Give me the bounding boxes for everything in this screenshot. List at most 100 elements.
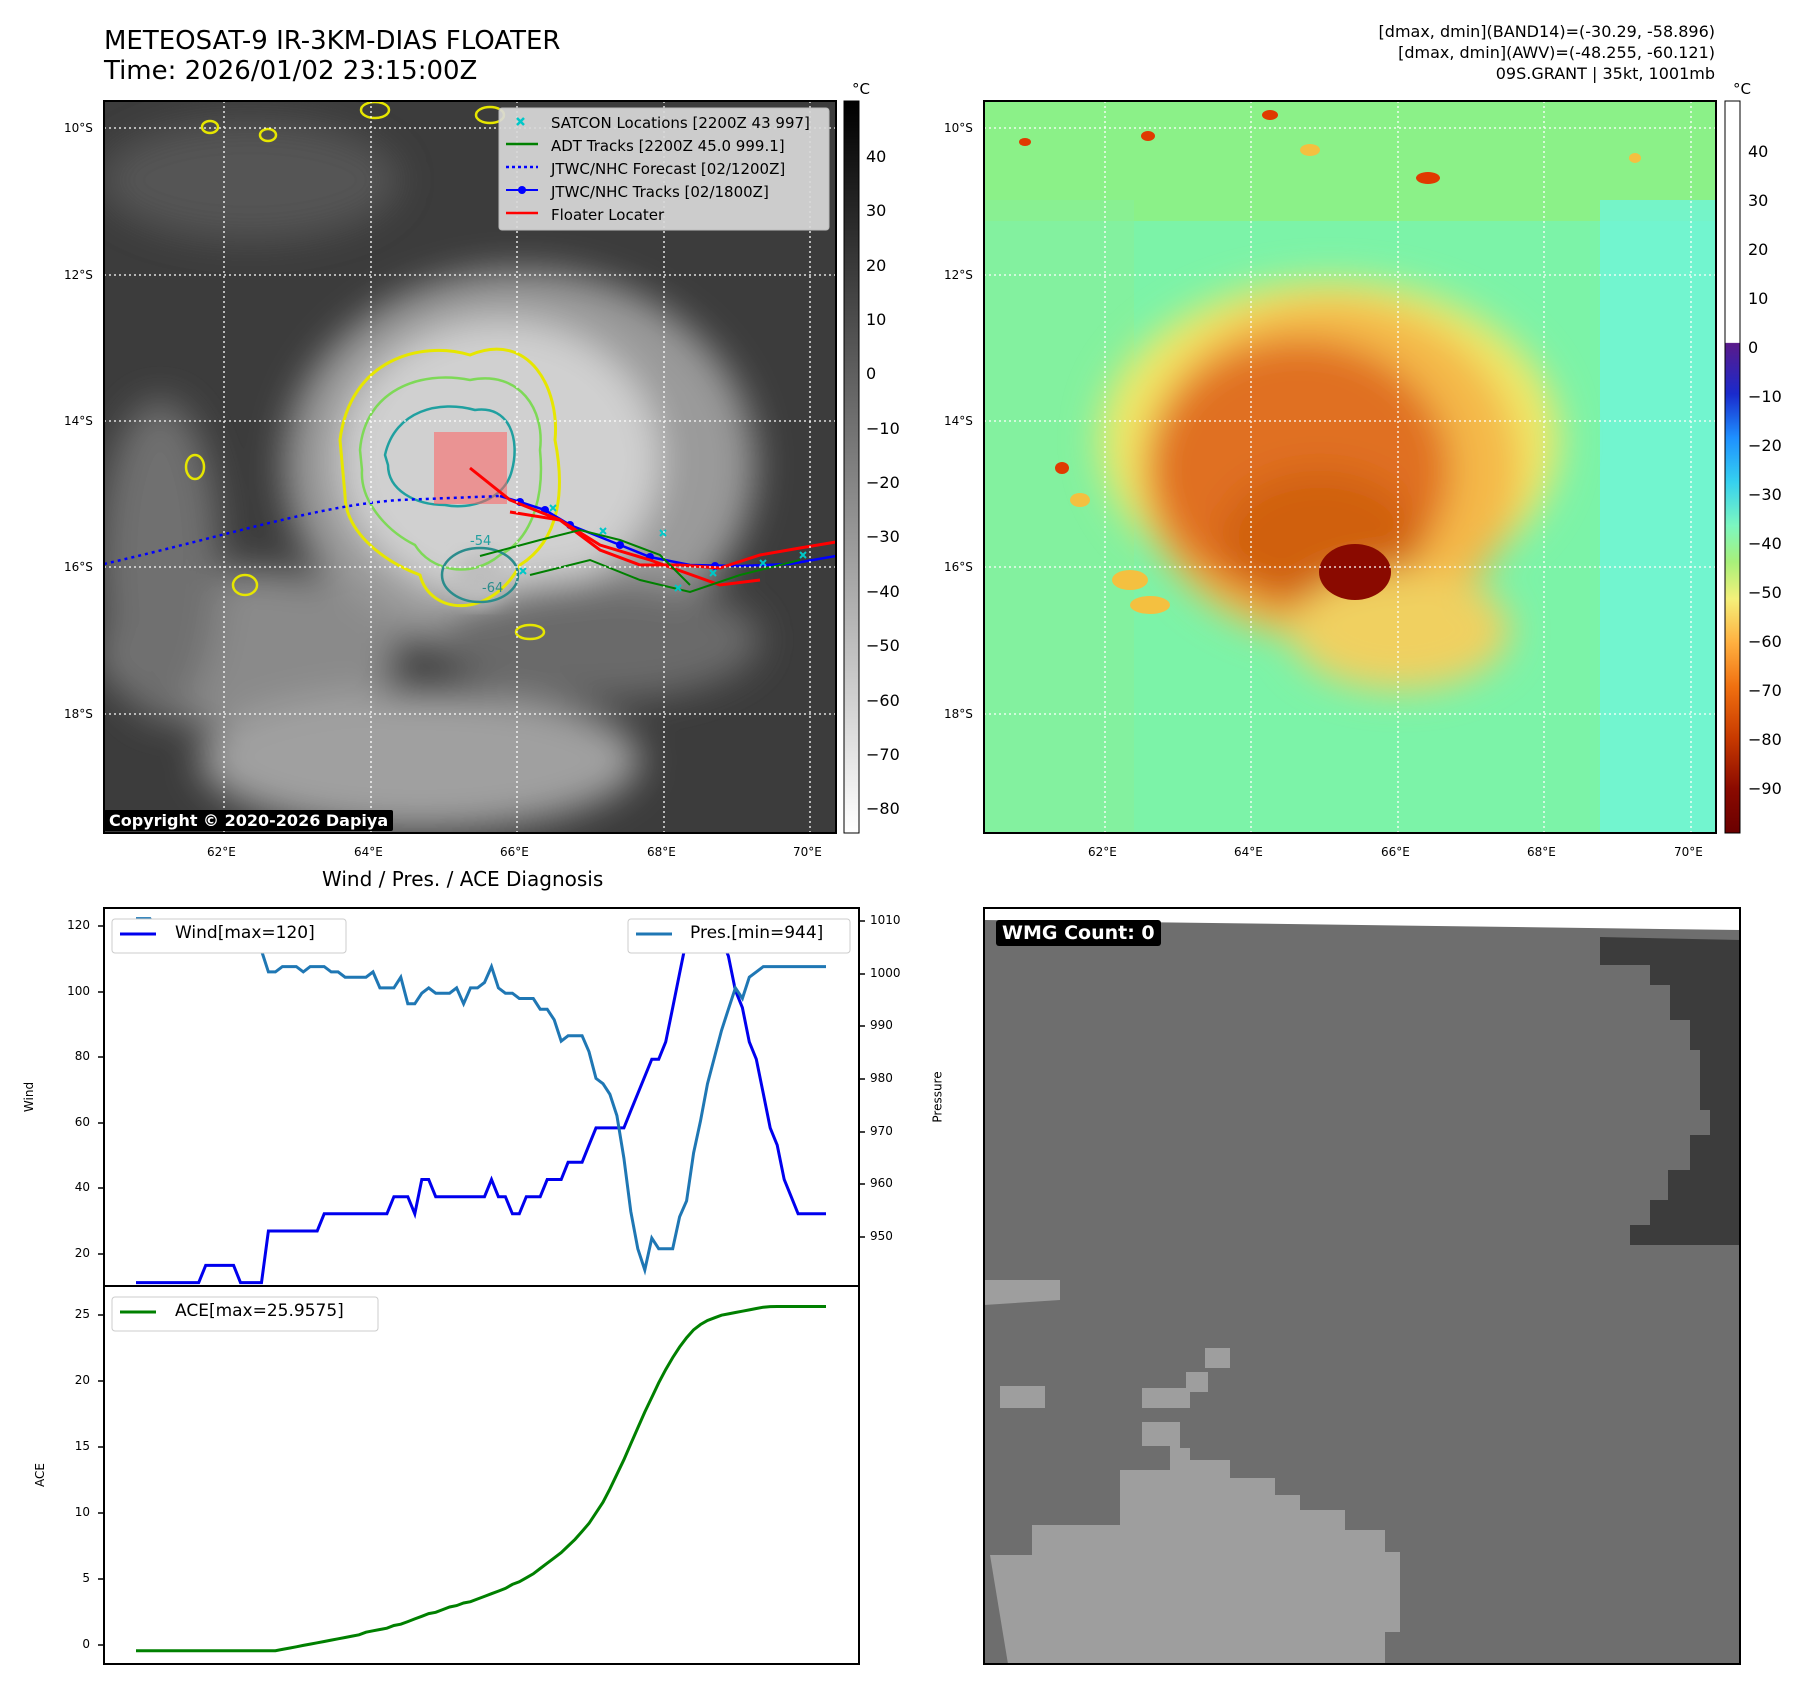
ir-colorbar-tick: 20: [866, 256, 887, 275]
wmg-image: [984, 908, 1740, 1664]
ir-colorbar-tick: 0: [866, 364, 877, 383]
ir-lon-label: 62°E: [207, 845, 236, 859]
awv-lat-label: 12°S: [944, 268, 973, 282]
forecast-track: [104, 494, 501, 566]
wind-legend-box: [111, 918, 347, 954]
wind-pressure-axes: [103, 907, 860, 1287]
ir-colorbar-tick: −40: [866, 582, 900, 601]
ace-tick-label: 10: [74, 1505, 90, 1519]
pressure-axis-label: Pressure: [930, 1071, 945, 1123]
wind-legend-label: Wind[max=120]: [175, 923, 315, 943]
awv-colorbar-tick: −20: [1748, 436, 1782, 455]
ace-tick-label: 20: [74, 1373, 90, 1387]
awv-colorbar-tick: 0: [1748, 338, 1759, 357]
ace-tick-label: 15: [74, 1439, 90, 1453]
wind-tick-label: 60: [74, 1115, 90, 1129]
awv-colorbar-unit: °C: [1733, 80, 1751, 98]
ir-colorbar-tick: −10: [866, 419, 900, 438]
ir-lon-label: 68°E: [647, 845, 676, 859]
storm-info-text: 09S.GRANT | 35kt, 1001mb: [1495, 64, 1715, 83]
adt-track: [479, 528, 691, 586]
ir-colorbar-tick: −30: [866, 527, 900, 546]
ir-lat-label: 16°S: [64, 560, 93, 574]
wind-tick-label: 20: [74, 1246, 90, 1260]
awv-colorbar-tick: −70: [1748, 681, 1782, 700]
wind-ticks: [98, 920, 865, 1255]
awv-colorbar-tick: 20: [1748, 240, 1769, 259]
legend-label: Floater Locater: [551, 206, 665, 224]
ace-legend-box: [111, 1296, 379, 1332]
awv-lat-label: 16°S: [944, 560, 973, 574]
awv-lat-label: 14°S: [944, 414, 973, 428]
ir-lat-label: 18°S: [64, 707, 93, 721]
awv-panel-frame: [983, 100, 1717, 834]
awv-lon-label: 64°E: [1234, 845, 1263, 859]
ir-lon-label: 70°E: [793, 845, 822, 859]
legend-label: ADT Tracks [2200Z 45.0 999.1]: [551, 137, 785, 155]
ir-lat-label: 12°S: [64, 268, 93, 282]
awv-colorbar-tick: −40: [1748, 534, 1782, 553]
ace-axes: [103, 1285, 860, 1665]
legend-label: JTWC/NHC Forecast [02/1200Z]: [551, 160, 786, 178]
ir-colorbar: [843, 100, 860, 834]
awv-colorbar-tick: 30: [1748, 191, 1769, 210]
ace-tick-label: 0: [82, 1637, 90, 1651]
ace-legend-label: ACE[max=25.9575]: [175, 1301, 344, 1321]
awv-colorbar-tick: −90: [1748, 779, 1782, 798]
awv-lat-label: 10°S: [944, 121, 973, 135]
x-marker-icon: [516, 117, 525, 126]
ir-lon-label: 64°E: [354, 845, 383, 859]
figure-title-line2: Time: 2026/01/02 23:15:00Z: [104, 56, 478, 86]
ir-colorbar-tick: 30: [866, 201, 887, 220]
awv-lon-label: 62°E: [1088, 845, 1117, 859]
diagnosis-title: Wind / Pres. / ACE Diagnosis: [322, 867, 604, 891]
awv-colorbar: [1724, 100, 1741, 834]
pres-tick-label: 950: [870, 1229, 893, 1243]
ir-panel-frame: [103, 100, 837, 834]
ir-colorbar-tick: −70: [866, 745, 900, 764]
ir-lon-label: 66°E: [500, 845, 529, 859]
pres-tick-label: 960: [870, 1176, 893, 1190]
awv-colorbar-tick: −80: [1748, 730, 1782, 749]
legend-label: SATCON Locations [2200Z 43 997]: [551, 114, 810, 132]
pres-tick-label: 1000: [870, 966, 901, 980]
ace-axis-label: ACE: [32, 1463, 47, 1487]
pres-tick-label: 1010: [870, 913, 901, 927]
ir-colorbar-tick: −60: [866, 691, 900, 710]
ir-colorbar-tick: −80: [866, 799, 900, 818]
wmg-panel-frame: [983, 907, 1741, 1665]
wmg-count-badge: WMG Count: 0: [996, 920, 1161, 946]
ace-ticks: [98, 1314, 104, 1646]
awv-image: [984, 101, 1716, 833]
wind-tick-label: 80: [74, 1049, 90, 1063]
ir-legend-box: [498, 107, 830, 231]
wind-axis-label: Wind: [22, 1081, 37, 1113]
awv-gridlines: [984, 101, 1716, 833]
ir-colorbar-tick: −20: [866, 473, 900, 492]
ir-lat-label: 14°S: [64, 414, 93, 428]
wind-tick-label: 40: [74, 1180, 90, 1194]
awv-range-text: [dmax, dmin](AWV)=(-48.255, -60.121): [1398, 43, 1715, 62]
ir-colorbar-unit: °C: [852, 80, 870, 98]
ir-lat-label: 10°S: [64, 121, 93, 135]
ir-colorbar-tick: 10: [866, 310, 887, 329]
contour-label-54: -54: [470, 534, 491, 549]
awv-lat-label: 18°S: [944, 707, 973, 721]
band-range-text: [dmax, dmin](BAND14)=(-30.29, -58.896): [1378, 22, 1715, 41]
awv-colorbar-tick: 40: [1748, 142, 1769, 161]
contour-label-64: -64: [482, 581, 503, 596]
pres-tick-label: 990: [870, 1018, 893, 1032]
wind-tick-label: 100: [67, 984, 90, 998]
satcon-markers: [519, 504, 807, 592]
awv-colorbar-tick: −10: [1748, 387, 1782, 406]
awv-colorbar-tick: 10: [1748, 289, 1769, 308]
awv-lon-label: 68°E: [1527, 845, 1556, 859]
eye-feature: [1319, 544, 1391, 600]
ir-colorbar-tick: −50: [866, 636, 900, 655]
ir-legend-icons: [506, 117, 538, 215]
ace-series-line: [136, 1305, 826, 1653]
awv-colorbar-tick: −30: [1748, 485, 1782, 504]
figure-title-line1: METEOSAT-9 IR-3KM-DIAS FLOATER: [104, 26, 561, 56]
ace-tick-label: 25: [74, 1307, 90, 1321]
